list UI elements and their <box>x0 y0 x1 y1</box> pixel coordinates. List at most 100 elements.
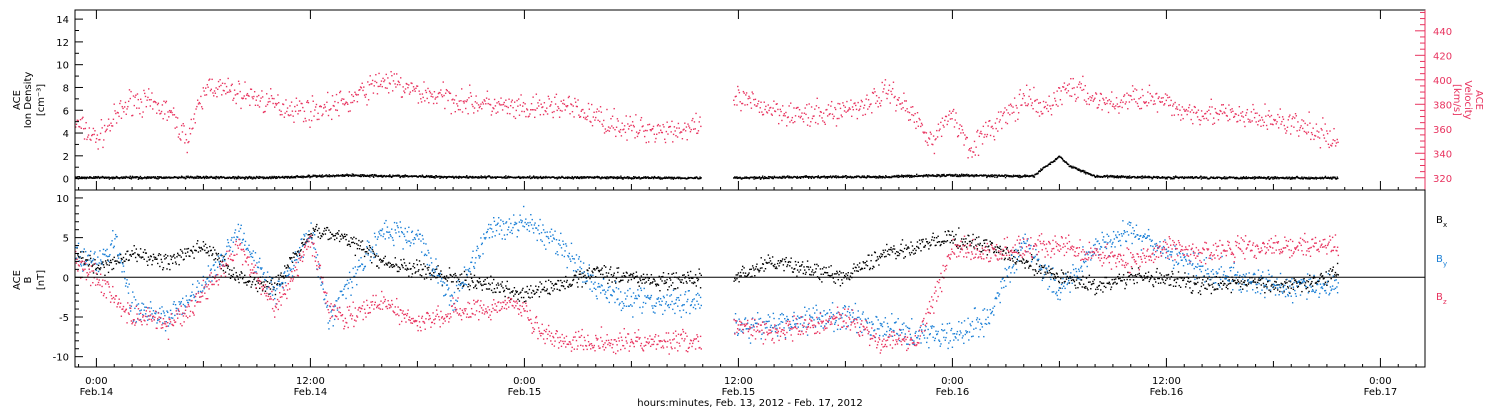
velocity-series-point <box>203 90 205 92</box>
bx-series-point <box>324 233 327 235</box>
density-series-point <box>781 177 783 180</box>
velocity-series-point <box>763 101 765 103</box>
velocity-series-point <box>1161 101 1163 103</box>
density-series-point <box>628 176 631 179</box>
velocity-series-point <box>1112 103 1115 105</box>
velocity-series-point <box>569 113 571 115</box>
bx-series-point <box>465 279 467 281</box>
velocity-series-point <box>1127 108 1129 110</box>
bx-series-point <box>201 248 204 251</box>
top-left-tick-label: 0 <box>63 175 69 186</box>
bx-series-point <box>83 263 85 265</box>
density-series-point <box>452 176 455 178</box>
velocity-series-point <box>995 127 997 130</box>
bx-series-point <box>494 291 496 293</box>
density-series-point <box>111 176 113 178</box>
bx-series-point <box>585 277 588 279</box>
bx-series-point <box>470 277 473 280</box>
density-series-point <box>1165 176 1168 179</box>
bx-series-point <box>778 265 780 267</box>
bx-series-point <box>234 279 237 281</box>
bx-series-point <box>674 288 677 290</box>
velocity-series-point <box>1033 86 1035 89</box>
velocity-series-point <box>274 102 277 105</box>
bx-series-point <box>533 293 536 295</box>
velocity-series-point <box>218 85 221 88</box>
velocity-series-point <box>265 105 267 107</box>
velocity-series-point <box>173 114 176 116</box>
velocity-series-point <box>1087 97 1090 100</box>
density-series-point <box>108 178 111 180</box>
density-series-point <box>1093 175 1096 177</box>
bx-series-point <box>99 267 102 269</box>
velocity-series-point <box>176 126 178 128</box>
bx-series-point <box>244 274 246 277</box>
velocity-series-point <box>333 105 335 107</box>
bx-series-point <box>374 256 376 258</box>
density-series-point <box>223 176 226 179</box>
velocity-series-point <box>997 111 1000 113</box>
velocity-series-point <box>376 93 379 95</box>
velocity-series-point <box>432 102 435 105</box>
bx-series-point <box>212 246 215 249</box>
density-series-point <box>951 174 953 176</box>
velocity-series-point <box>968 149 970 151</box>
bx-series-point <box>115 263 118 265</box>
bx-series-point <box>611 281 613 283</box>
density-series-point <box>274 176 276 178</box>
bx-series-point <box>348 243 351 246</box>
bx-series-point <box>428 266 430 269</box>
density-series-point <box>295 175 298 178</box>
velocity-series-point <box>913 121 916 123</box>
velocity-series-point <box>368 84 371 86</box>
density-series-point <box>168 176 170 178</box>
density-series-point <box>958 174 961 176</box>
bx-series-point <box>306 240 309 243</box>
density-series-point <box>480 176 482 179</box>
bx-series-point <box>527 292 529 295</box>
bx-series-point <box>623 275 625 277</box>
bx-series-point <box>774 267 777 270</box>
velocity-series-point <box>301 102 303 105</box>
velocity-series-point <box>1263 121 1265 123</box>
velocity-series-point <box>918 117 920 120</box>
bx-series-point <box>156 258 158 260</box>
density-series-point <box>429 176 431 179</box>
velocity-series-point <box>461 88 463 90</box>
velocity-series-point <box>150 98 152 101</box>
bx-series-point <box>109 261 111 264</box>
top-left-tick-label: 6 <box>63 106 69 117</box>
bx-series-point <box>332 235 334 237</box>
velocity-series-point <box>257 104 259 106</box>
density-series-point <box>910 174 913 177</box>
density-series-point <box>735 177 737 179</box>
density-series-point <box>850 176 852 178</box>
bx-series-point <box>589 277 591 280</box>
density-series-point <box>873 175 875 178</box>
bx-series-point <box>662 272 665 274</box>
bx-series-point <box>648 277 650 280</box>
bx-series-point <box>304 242 307 244</box>
velocity-series-point <box>473 107 476 109</box>
bx-series-point <box>429 272 431 274</box>
bx-series-point <box>189 249 192 252</box>
density-series-point <box>592 176 595 179</box>
velocity-series-point <box>1169 104 1172 106</box>
velocity-series-point <box>1034 100 1036 102</box>
velocity-series-point <box>1050 108 1052 110</box>
bx-series-point <box>272 288 274 291</box>
density-series-point <box>287 175 290 178</box>
velocity-series-point <box>978 135 981 138</box>
bx-series-point <box>471 280 474 282</box>
velocity-series-point <box>644 129 647 132</box>
bx-series-point <box>651 282 653 284</box>
velocity-series-point <box>1253 108 1255 111</box>
density-series-point <box>1287 177 1290 179</box>
velocity-series-point <box>856 117 859 120</box>
velocity-series-point <box>889 102 891 104</box>
velocity-series-point <box>424 89 427 92</box>
bx-series-point <box>665 281 668 284</box>
bx-series-point <box>427 269 429 271</box>
density-series-point <box>745 177 747 179</box>
velocity-series-point <box>495 112 497 114</box>
